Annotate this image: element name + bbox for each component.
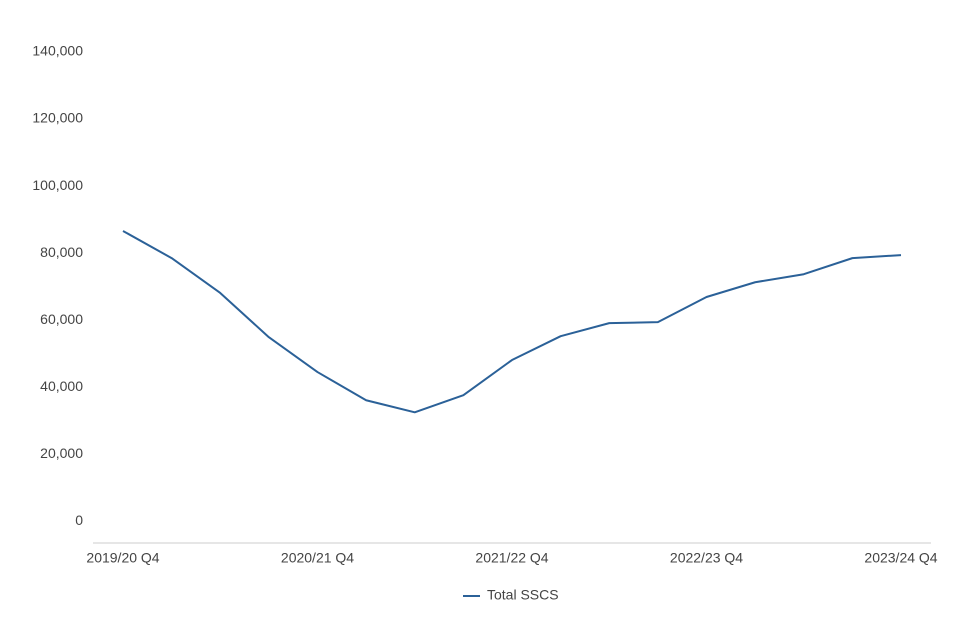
x-tick-label: 2021/22 Q4 [475,550,548,566]
y-tick-label: 120,000 [32,110,83,126]
y-tick-label: 140,000 [32,43,83,59]
x-tick-label: 2020/21 Q4 [281,550,354,566]
legend-label: Total SSCS [487,587,559,603]
data-line [122,230,902,414]
y-tick-label: 0 [75,512,83,528]
y-tick-label: 80,000 [40,244,83,260]
x-tick-label: 2023/24 Q4 [864,550,937,566]
y-tick-label: 20,000 [40,445,83,461]
y-tick-label: 60,000 [40,311,83,327]
y-tick-label: 100,000 [32,177,83,193]
x-tick-label: 2019/20 Q4 [86,550,159,566]
y-tick-label: 40,000 [40,378,83,394]
x-tick-label: 2022/23 Q4 [670,550,743,566]
